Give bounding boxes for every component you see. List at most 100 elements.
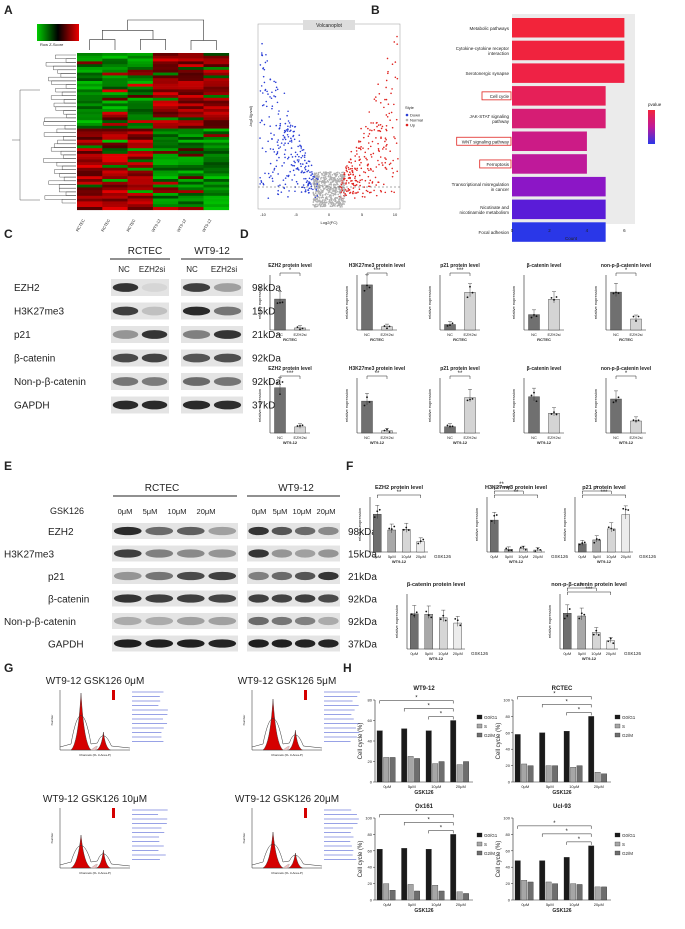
pathway-label: interaction — [488, 51, 509, 56]
cellcycle-bar — [588, 716, 595, 783]
heatmap-cell — [102, 100, 128, 104]
heatmap-cell — [178, 187, 204, 191]
heatmap-cell — [203, 190, 230, 194]
volcano-point — [278, 127, 281, 129]
dendrogram-branch — [55, 106, 76, 111]
volcano-point — [385, 98, 388, 101]
chart-point — [617, 292, 620, 295]
volcano-point — [317, 178, 319, 181]
heatmap-cell — [102, 67, 128, 71]
volcano-point — [312, 191, 315, 194]
volcano-point — [354, 192, 357, 194]
sig-bracket — [403, 822, 454, 826]
chart-point — [276, 302, 279, 305]
chart-point — [624, 508, 627, 511]
cellcycle-legend-label: G0/G1 — [622, 833, 636, 838]
volcano-point — [299, 150, 302, 153]
cellcycle-legend-label: G2/M — [622, 851, 633, 856]
volcano-point — [308, 187, 311, 190]
volcano-point — [278, 147, 280, 150]
chart-xtick: NC — [613, 435, 619, 440]
pathway-xtick: 2 — [548, 228, 551, 233]
volcano-point — [375, 100, 377, 102]
volcano-point — [377, 124, 380, 126]
cellcycle-ytick-label: 60 — [506, 730, 511, 735]
chart-point — [383, 429, 386, 432]
heatmap-cell — [77, 86, 103, 90]
blot-e-rctec-band — [176, 526, 205, 536]
volcano-point — [360, 148, 362, 151]
cellcycle-bar — [438, 890, 445, 901]
cellcycle-legend-label: S — [622, 842, 625, 847]
chart-title: H3K27me3 protein level — [485, 485, 548, 491]
sig-label: * — [553, 691, 556, 697]
volcano-point — [293, 138, 296, 141]
blot-size-label: 92kDa — [348, 595, 377, 606]
volcano-point — [336, 171, 339, 174]
volcano-point — [349, 171, 351, 174]
volcano-point — [377, 83, 379, 86]
dendrogram-branch — [60, 151, 76, 156]
cellcycle-bar — [527, 765, 534, 783]
volcano-point — [388, 163, 391, 166]
flow-legend-swatch — [112, 808, 115, 818]
chart-ylabel: relative expression — [511, 389, 516, 422]
chart-point — [376, 510, 379, 513]
volcano-point — [285, 129, 288, 131]
heatmap-cell — [178, 167, 204, 171]
pathway-label: Ferroptosis — [486, 162, 509, 167]
chart-bar — [610, 291, 622, 331]
volcano-point — [322, 196, 325, 199]
volcano-point — [393, 136, 395, 138]
dendrogram-branch — [48, 77, 76, 82]
volcano-point — [267, 140, 269, 143]
chart-point — [610, 527, 613, 530]
chart-bar — [548, 413, 560, 434]
volcano-point — [327, 187, 330, 189]
pathway-label: WNT signaling pathway — [462, 139, 510, 144]
heatmap-cell — [77, 170, 103, 174]
chart-point — [366, 284, 368, 287]
cellcycle-bar — [432, 885, 439, 901]
cellcycle-bar — [527, 881, 534, 901]
blot-treatment-label: GSK126 — [50, 506, 84, 516]
blot-size-label: 15kDa — [252, 307, 281, 318]
dendrogram-branch — [63, 176, 76, 181]
heatmap-cell — [102, 97, 128, 101]
chart-point — [446, 424, 449, 427]
chart-ylabel: relative expression — [427, 389, 432, 422]
volcano-point — [338, 172, 341, 174]
chart-xtick: NC — [277, 435, 283, 440]
volcano-point — [396, 170, 399, 173]
heatmap-cell — [77, 131, 103, 135]
volcano-point — [318, 193, 320, 195]
blot-e-wt-band — [318, 639, 339, 648]
volcano-point — [347, 190, 349, 192]
volcano-point — [339, 177, 341, 180]
chart-point — [568, 608, 571, 610]
cellcycle-bar — [376, 730, 383, 783]
heatmap-cell — [102, 198, 128, 202]
heatmap-cell — [77, 181, 103, 185]
cellcycle-bar — [521, 880, 528, 901]
heatmap-cell — [178, 103, 204, 107]
volcano-point — [323, 173, 325, 175]
volcano-point — [329, 181, 332, 184]
volcano-point — [332, 190, 334, 193]
heatmap-cell — [102, 195, 128, 199]
heatmap-cell — [102, 95, 128, 99]
volcano-point — [356, 153, 358, 155]
volcano-point — [314, 205, 317, 208]
volcano-point — [304, 152, 307, 154]
heatmap-cell — [77, 137, 103, 141]
volcano-point — [295, 167, 298, 170]
chart-title: EZH2 protein level — [268, 263, 312, 269]
volcano-point — [273, 151, 276, 153]
volcano-point — [263, 123, 266, 126]
chart-bar — [610, 398, 622, 434]
volcano-point — [366, 190, 369, 193]
volcano-point — [284, 142, 286, 144]
sig-bracket — [615, 375, 637, 379]
chart-point — [493, 514, 496, 517]
heatmap-cell — [77, 190, 103, 194]
